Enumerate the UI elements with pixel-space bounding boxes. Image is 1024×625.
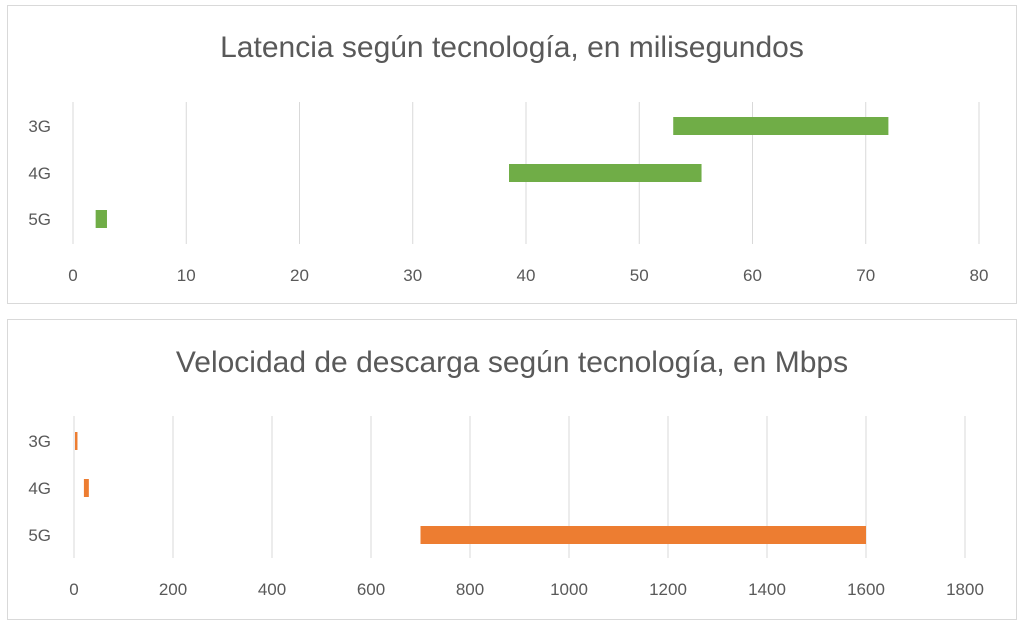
download-plot-area: 0 200 400 600 800 1000 1200 1400 1600 1800 3G 4G 5G (28, 416, 984, 599)
chart-title: Velocidad de descarga según tecnología, … (175, 346, 849, 379)
category-label: 4G (28, 479, 51, 498)
x-tick-label: 30 (403, 266, 422, 285)
category-label: 5G (28, 526, 51, 545)
x-tick-label: 1800 (946, 580, 984, 599)
latency-chart: Latencia según tecnología, en milisegund… (7, 5, 1017, 304)
x-tick-label: 70 (856, 266, 875, 285)
x-tick-label: 1000 (550, 580, 588, 599)
x-tick-label: 20 (290, 266, 309, 285)
category-label: 3G (28, 432, 51, 451)
x-tick-label: 400 (258, 580, 286, 599)
x-tick-label: 1400 (748, 580, 786, 599)
x-tick-label: 50 (630, 266, 649, 285)
latency-plot-area: 0 10 20 30 40 50 60 70 80 3G 4G 5G (28, 102, 989, 285)
category-label: 3G (28, 117, 51, 136)
download-speed-chart: Velocidad de descarga según tecnología, … (7, 319, 1017, 620)
x-tick-label: 0 (69, 580, 78, 599)
category-label: 5G (28, 210, 51, 229)
x-tick-label: 800 (456, 580, 484, 599)
range-bar-5g (420, 526, 866, 544)
range-bar-4g (509, 164, 702, 182)
x-tick-label: 40 (517, 266, 536, 285)
range-bar-3g (74, 432, 78, 450)
range-bar-3g (673, 117, 889, 135)
category-label: 4G (28, 164, 51, 183)
range-bar-5g (95, 210, 107, 228)
x-tick-label: 600 (357, 580, 385, 599)
x-tick-label: 200 (159, 580, 187, 599)
chart-title: Latencia según tecnología, en milisegund… (220, 31, 804, 64)
x-tick-label: 1600 (847, 580, 885, 599)
x-tick-label: 80 (970, 266, 989, 285)
x-tick-label: 60 (743, 266, 762, 285)
x-tick-label: 1200 (649, 580, 687, 599)
x-tick-label: 10 (177, 266, 196, 285)
x-tick-label: 0 (68, 266, 77, 285)
range-bar-4g (83, 479, 89, 497)
